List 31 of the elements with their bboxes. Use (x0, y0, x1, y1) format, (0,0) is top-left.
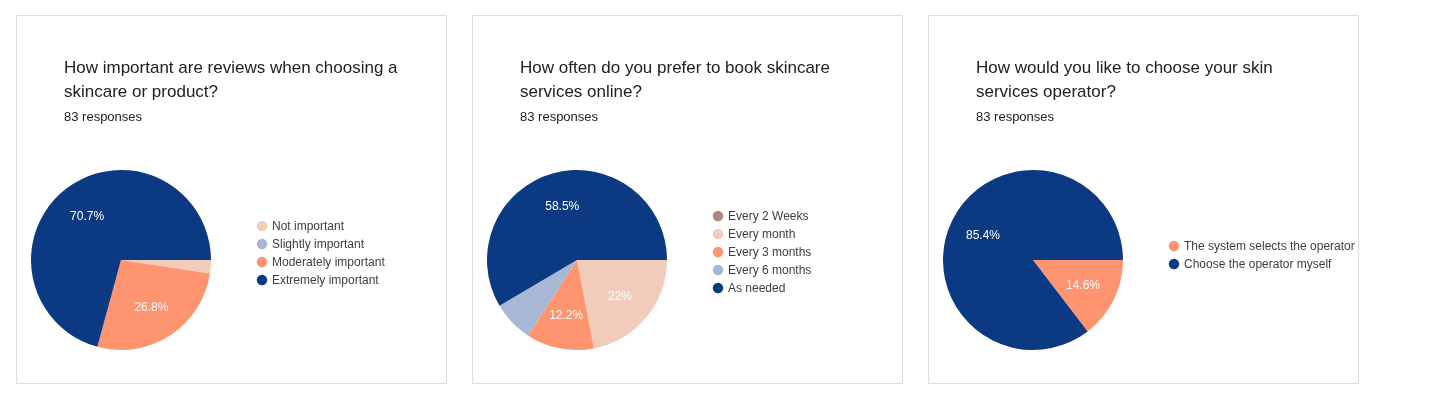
data-label: 70.7% (70, 208, 105, 223)
legend-label: Slightly important (272, 237, 365, 251)
data-label: 22% (607, 288, 633, 303)
data-label: 85.4% (965, 228, 1001, 243)
pie-slice (943, 170, 1123, 350)
data-label: 26.8% (134, 299, 169, 314)
pie-slice (121, 260, 211, 274)
legend-label: Every 3 months (728, 245, 812, 259)
legend-label: Every 2 Weeks (728, 209, 809, 223)
data-label: 12.2% (549, 307, 584, 322)
chart-subtitle: 83 responses (64, 109, 143, 124)
legend-label: Moderately important (272, 255, 386, 269)
legend-label: Every 6 months (728, 263, 812, 277)
legend-label: Extremely important (272, 273, 380, 287)
chart-subtitle: 83 responses (520, 109, 599, 124)
chart-title: How often do you prefer to book skincare services online? (520, 58, 830, 101)
pie-slice (1033, 260, 1123, 332)
data-label: 58.5% (545, 199, 580, 214)
chart-title: How would you like to choose your skin services operator? (976, 58, 1273, 101)
legend-label: Every month (728, 227, 796, 241)
chart-title: How important are reviews when choosing a skincare or product? (64, 58, 399, 101)
pie-slice (527, 260, 594, 350)
legend-label: Not important (272, 219, 345, 233)
chart-subtitle: 83 responses (976, 109, 1055, 124)
data-label: 14.6% (1066, 277, 1101, 292)
pie-slice (31, 170, 211, 347)
pie-slice (97, 260, 210, 350)
legend-label: As needed (728, 281, 786, 295)
pie-slice (487, 170, 667, 306)
legend-label: Choose the operator myself (1184, 257, 1333, 271)
legend-label: The system selects the operator (1184, 239, 1355, 253)
